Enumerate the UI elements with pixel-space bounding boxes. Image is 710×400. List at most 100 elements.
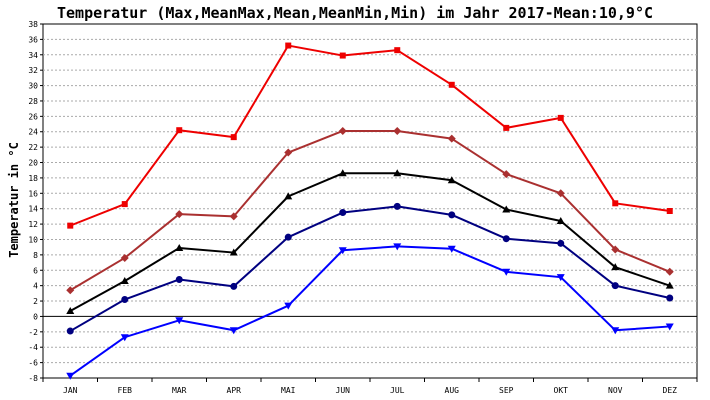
data-point-meanmin (448, 211, 456, 219)
y-tick-label: -2 (28, 328, 38, 337)
data-point-max (666, 208, 673, 215)
data-point-max (285, 42, 292, 49)
plot-frame (42, 23, 698, 379)
data-point-min (175, 317, 184, 325)
data-point-mean (556, 217, 565, 225)
data-point-meanmax (502, 170, 511, 179)
x-tick-label: JUL (390, 386, 405, 395)
data-point-max (121, 201, 128, 208)
data-point-min (665, 323, 674, 331)
data-point-meanmax (175, 210, 184, 219)
data-point-max (230, 134, 237, 141)
y-tick-label: 30 (28, 82, 38, 91)
data-point-mean (284, 192, 293, 200)
y-tick-label: -8 (28, 374, 38, 383)
axis-layer: -8-6-4-202468101214161820222426283032343… (28, 20, 698, 395)
data-point-meanmin (666, 294, 674, 302)
data-point-meanmax (229, 212, 238, 221)
data-point-mean (120, 277, 129, 285)
y-tick-label: 26 (28, 112, 38, 121)
y-tick-label: 18 (28, 174, 38, 183)
data-point-min (284, 302, 293, 310)
data-point-max (176, 127, 183, 134)
data-point-meanmax (447, 134, 456, 143)
data-point-min (338, 247, 347, 255)
data-point-mean (393, 169, 402, 177)
series-meanmax (66, 126, 674, 295)
y-tick-label: 6 (33, 266, 38, 275)
data-point-meanmin (611, 282, 619, 290)
data-point-meanmax (611, 245, 620, 254)
x-tick-label: MAR (172, 386, 187, 395)
data-point-meanmax (665, 267, 674, 276)
data-point-mean (611, 263, 620, 271)
x-tick-label: AUG (445, 386, 460, 395)
y-tick-label: 20 (28, 159, 38, 168)
data-point-max (339, 52, 346, 59)
data-point-meanmin (339, 209, 347, 217)
data-point-min (393, 243, 402, 251)
data-point-max (448, 81, 455, 88)
chart-title: Temperatur (Max,MeanMax,Mean,MeanMin,Min… (56, 4, 654, 22)
y-tick-label: 28 (28, 97, 38, 106)
series-line-meanmax (69, 129, 671, 292)
data-point-min (66, 372, 75, 380)
x-tick-label: APR (227, 386, 242, 395)
data-point-mean (338, 169, 347, 177)
y-tick-label: 10 (28, 235, 38, 244)
data-point-mean (665, 281, 674, 289)
data-point-meanmax (284, 148, 293, 157)
series-mean (66, 169, 674, 315)
x-tick-label: MAI (281, 386, 296, 395)
series-min (66, 243, 674, 380)
data-point-mean (229, 248, 238, 256)
data-point-min (447, 245, 456, 253)
data-point-meanmin (284, 233, 292, 241)
series-line-min (69, 245, 670, 377)
y-tick-label: -4 (28, 343, 38, 352)
data-point-meanmin (175, 275, 183, 283)
x-tick-label: FEB (118, 386, 133, 395)
data-point-mean (175, 243, 184, 251)
y-tick-label: 32 (28, 66, 38, 75)
series-line-meanmin (69, 205, 670, 332)
data-point-meanmin (557, 239, 565, 247)
x-tick-label: DEZ (663, 386, 678, 395)
y-tick-label: 14 (28, 205, 38, 214)
y-tick-label: 8 (33, 251, 38, 260)
data-point-mean (447, 176, 456, 184)
y-tick-label: 16 (28, 189, 38, 198)
x-tick-label: OKT (554, 386, 569, 395)
y-tick-label: 38 (28, 20, 38, 29)
data-point-min (502, 268, 511, 276)
data-point-max (557, 114, 564, 121)
y-tick-label: 0 (33, 312, 38, 321)
data-point-meanmin (393, 202, 401, 210)
data-point-meanmin (502, 235, 510, 243)
x-tick-label: JUN (336, 386, 351, 395)
y-tick-label: -6 (28, 359, 38, 368)
data-point-max (67, 222, 74, 229)
y-tick-label: 36 (28, 35, 38, 44)
y-tick-label: 22 (28, 143, 38, 152)
x-tick-label: NOV (608, 386, 623, 395)
data-point-meanmin (121, 296, 129, 304)
data-point-meanmax (338, 126, 347, 135)
series-max (67, 42, 673, 229)
data-point-min (120, 334, 129, 342)
grid-layer (42, 23, 698, 379)
data-point-mean (66, 307, 75, 315)
data-point-min (229, 327, 238, 335)
x-tick-label: JAN (63, 386, 78, 395)
series-layer (66, 42, 674, 380)
series-line-mean (69, 172, 671, 312)
x-tick-label: SEP (499, 386, 514, 395)
y-tick-label: 34 (28, 51, 38, 60)
data-point-max (612, 200, 619, 207)
data-point-meanmin (230, 282, 238, 290)
data-point-max (503, 124, 510, 131)
y-tick-label: 2 (33, 297, 38, 306)
series-line-max (69, 44, 670, 227)
